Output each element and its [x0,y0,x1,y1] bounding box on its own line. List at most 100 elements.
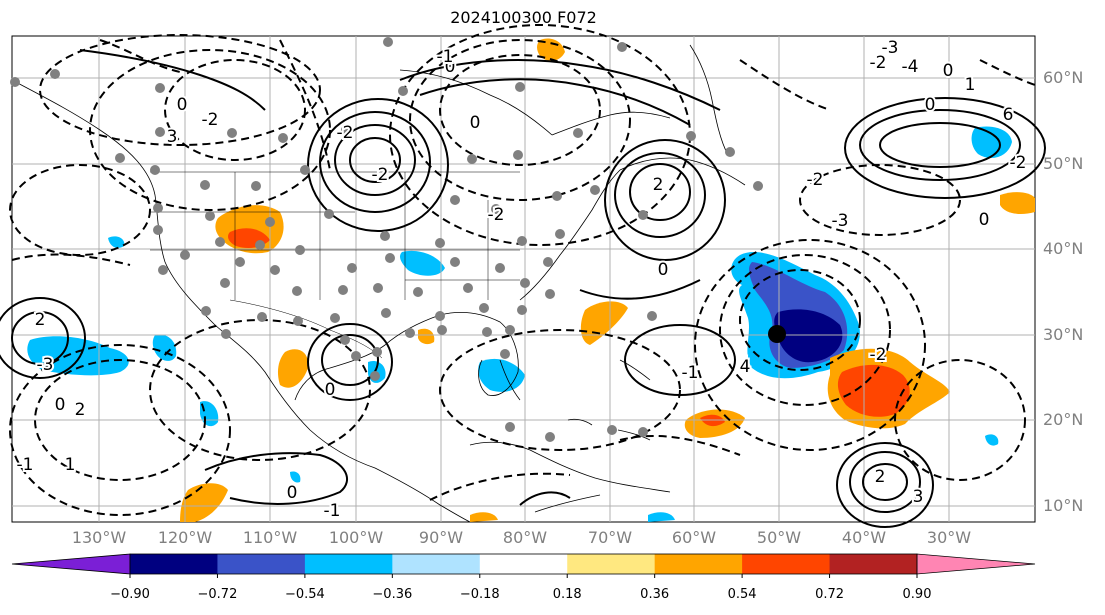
station-markers [10,37,763,442]
colorbar-tick-label: −0.72 [197,587,238,602]
contour-label: 2 [875,467,886,487]
colorbar-tick-label: 0.36 [640,587,670,602]
contour-label-halo: 3 [913,487,924,507]
lon-label: 130°W [71,528,127,547]
colorbar-tick-label: −0.90 [110,587,150,602]
coastlines [11,44,746,523]
colorbar-segment [217,554,306,574]
contour-label: -2 [1010,153,1027,173]
contour-label: -1 [324,501,341,521]
contour-label: -2 [202,110,219,130]
contour-label-halo: -3 [832,211,849,231]
contour-label: 2 [75,400,86,420]
lon-label: 100°W [328,528,384,547]
borders [150,171,520,359]
lon-label: 60°W [671,528,717,547]
colorbar-tick-label: 0.90 [902,587,932,602]
lon-label: 80°W [502,528,548,547]
colorbar-extend-min [11,553,131,575]
contour-label: -2 [870,53,887,73]
contour-label-halo: 6 [1003,105,1014,125]
colorbar-tick-label: −0.18 [459,587,500,602]
contour-label: 6 [1003,105,1014,125]
contour-label-halo: 0 [658,260,669,280]
contour-label-halo: -2 [372,165,389,185]
contour-label-halo: -2 [1010,153,1027,173]
contour-label: 0 [470,113,481,133]
colorbar-tick-label: 0.54 [727,587,757,602]
colorbar-tick-label: 0.18 [552,587,582,602]
contour-label-halo: -3 [37,355,54,375]
contour-label-halo: -2 [870,345,887,365]
contour-label-halo: -2 [807,170,824,190]
colorbar-tick-label: −0.36 [372,587,413,602]
contour-label: 0 [55,395,66,415]
negative-anomaly-atlantic-core [774,309,843,363]
lat-label: 50°N [1043,154,1084,173]
contour-label-halo: 2 [875,467,886,487]
contour-label-halo: 0 [470,113,481,133]
contour-label-halo: 0 [325,380,336,400]
contour-label-halo: 0 [979,210,990,230]
contour-label: -4 [902,57,919,77]
contour-label-halo: 3 [167,127,178,147]
lon-label: 110°W [242,528,298,547]
contour-label-halo: -2 [870,53,887,73]
contour-label: 2 [35,310,46,330]
contour-label: 3 [167,127,178,147]
center-marker [768,325,786,343]
contour-label: -2 [870,345,887,365]
contour-label-halo: 2 [35,310,46,330]
contour-label: 1 [965,75,976,95]
colorbar-segment [829,554,918,574]
contour-label: 0 [658,260,669,280]
lat-label: 30°N [1043,325,1084,344]
contour-label-halo: 0 [287,483,298,503]
contours-dashed [9,24,1036,516]
contour-label-halo: -2 [488,205,505,225]
contour-label: -3 [882,38,899,58]
contour-label-halo: -1 [17,455,34,475]
contour-label-halo: 0 [177,95,188,115]
contour-label-halo: 2 [75,400,86,420]
colorbar [11,553,1036,578]
contour-labels: 3300-2-222-3-30011-1-12200-2-2-2-200-1-1… [15,36,1029,523]
contour-label-halo: 0 [925,95,936,115]
contour-label: -3 [37,355,54,375]
contour-label-halo: 1 [65,455,76,475]
lon-label: 70°W [587,528,633,547]
contour-label: 4 [740,357,751,377]
contour-label-halo: -2 [202,110,219,130]
contour-label: -1 [682,363,699,383]
colorbar-segment [392,554,481,574]
colorbar-tick-label: −0.54 [284,587,325,602]
contours-solid [0,49,1046,528]
contour-label: 0 [979,210,990,230]
colorbar-segment [304,554,393,574]
colorbar-segment [130,554,218,574]
lon-label: 90°W [418,528,464,547]
colorbar-segment [654,554,743,574]
colorbar-frame [129,553,918,575]
contour-label: 1 [65,455,76,475]
contour-label-halo: -4 [902,57,919,77]
contour-label: -2 [807,170,824,190]
contour-label: 0 [445,57,456,77]
contour-label-halo: -3 [882,38,899,58]
contour-label-halo: -2 [337,123,354,143]
lat-label: 20°N [1043,410,1084,429]
contour-label: -2 [488,205,505,225]
colorbar-segment [567,554,656,574]
lon-label: 40°W [841,528,887,547]
contour-label-halo: 1 [965,75,976,95]
colorbar-segment [479,554,568,574]
colorbar-segment [742,554,831,574]
lon-label: 120°W [157,528,213,547]
contour-label: 0 [925,95,936,115]
contour-label: 0 [325,380,336,400]
contour-label: 3 [913,487,924,507]
contour-label-halo: 0 [445,57,456,77]
contour-label-halo: 0 [943,61,954,81]
lat-label: 60°N [1043,68,1084,87]
